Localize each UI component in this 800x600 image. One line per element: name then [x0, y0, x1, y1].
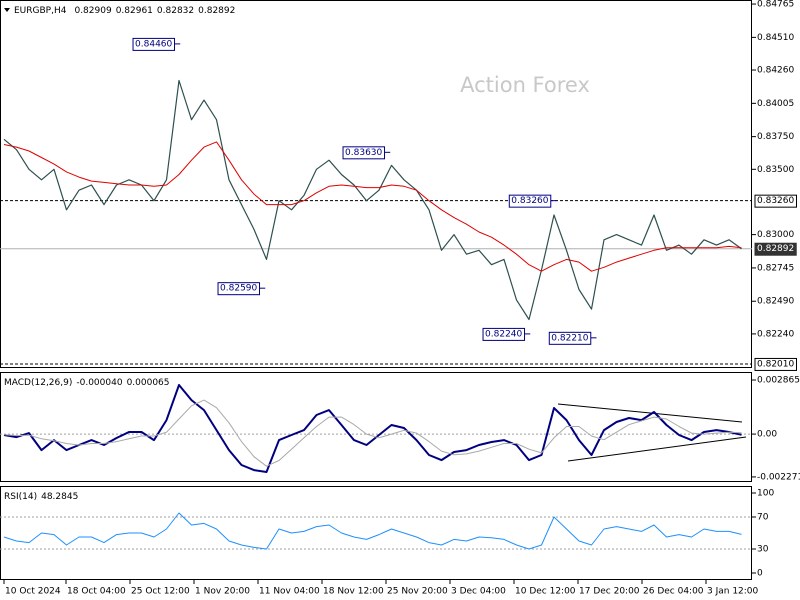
- y-tick-label: 0.84260: [757, 66, 794, 76]
- label-box: [342, 146, 386, 160]
- rsi-panel-frame: [0, 486, 752, 580]
- x-tick-label: 25 Oct 12:00: [131, 587, 190, 597]
- series-line: [3, 79, 742, 321]
- readout-value: 0.82832: [157, 6, 194, 16]
- x-tick-label: 10 Oct 2024: [5, 587, 61, 597]
- current-price-label: 0.82892: [757, 244, 794, 254]
- y-tick-label: 0.00: [757, 430, 777, 440]
- label-box: [754, 242, 797, 256]
- readout-value: 0.000065: [127, 378, 170, 388]
- annotation-label: 0.83260: [511, 196, 548, 206]
- panel-title: MACD(12,26,9): [4, 378, 72, 388]
- x-tick-label: 26 Dec 04:00: [643, 587, 704, 597]
- y-tick-label: 0.83500: [757, 165, 794, 175]
- x-tick-label: 18 Nov 12:00: [323, 587, 384, 597]
- y-tick-label: 100: [757, 489, 774, 499]
- trendline-lower: [567, 436, 747, 462]
- y-tick-label: 0.84005: [757, 99, 794, 109]
- y-tick-label: 0.82490: [757, 297, 794, 307]
- level-label: 0.82010: [757, 359, 794, 369]
- macd-panel-frame: [0, 372, 752, 482]
- x-tick-label: 17 Dec 20:00: [579, 587, 640, 597]
- label-box: [508, 194, 552, 208]
- y-tick-label: 0.82745: [757, 263, 794, 273]
- annotation-label: 0.84460: [135, 39, 172, 49]
- panel-header: RSI(14) 48.2845: [4, 492, 78, 502]
- x-tick-label: 3 Jan 12:00: [707, 587, 759, 597]
- panel-header: MACD(12,26,9) -0.000040 0.000065: [4, 378, 170, 388]
- x-tick-label: 10 Dec 12:00: [515, 587, 576, 597]
- y-tick-label: 30: [757, 545, 769, 555]
- y-tick-label: 0.84510: [757, 33, 794, 43]
- x-tick-label: 3 Dec 04:00: [451, 587, 506, 597]
- x-tick-label: 11 Nov 04:00: [259, 587, 320, 597]
- y-tick-label: 0.84765: [757, 0, 794, 10]
- series-line: [3, 512, 742, 550]
- trendline-upper: [557, 403, 743, 423]
- label-box: [217, 282, 261, 296]
- label-box: [754, 194, 797, 208]
- readout-value: 0.82909: [74, 6, 111, 16]
- label-box: [754, 357, 797, 371]
- watermark: Action Forex: [460, 73, 590, 97]
- readout-value: -0.000040: [76, 378, 122, 388]
- label-box: [132, 37, 176, 51]
- x-tick-label: 1 Nov 20:00: [195, 587, 250, 597]
- y-tick-label: 0: [757, 569, 763, 579]
- price-panel-frame: [0, 0, 752, 368]
- y-tick-label: 0.83750: [757, 132, 794, 142]
- readout-value: 48.2845: [41, 492, 78, 502]
- annotation-label: 0.82210: [551, 333, 588, 343]
- panel-title: EURGBP,H4: [14, 6, 67, 16]
- series-line: [3, 399, 742, 467]
- y-tick-label: -0.002271: [757, 472, 800, 482]
- annotation-label: 0.82590: [220, 284, 257, 294]
- annotation-label: 0.83630: [345, 148, 382, 158]
- panel-header: EURGBP,H4 0.82909 0.82961 0.82832 0.82892: [14, 6, 235, 16]
- x-tick-label: 25 Nov 20:00: [387, 587, 448, 597]
- y-tick-label: 0.83000: [757, 230, 794, 240]
- label-box: [548, 331, 592, 345]
- panel-title: RSI(14): [4, 492, 37, 502]
- menu-triangle: [4, 8, 10, 12]
- y-tick-label: 0.002865: [757, 376, 800, 386]
- readout-value: 0.82892: [198, 6, 235, 16]
- readout-value: 0.82961: [116, 6, 153, 16]
- y-tick-label: 70: [757, 513, 769, 523]
- label-box: [482, 327, 526, 341]
- level-label: 0.83260: [757, 196, 794, 206]
- series-line: [3, 384, 742, 473]
- y-tick-label: 0.82240: [757, 329, 794, 339]
- series-line: [3, 141, 742, 272]
- x-tick-label: 18 Oct 04:00: [67, 587, 126, 597]
- annotation-label: 0.82240: [485, 329, 522, 339]
